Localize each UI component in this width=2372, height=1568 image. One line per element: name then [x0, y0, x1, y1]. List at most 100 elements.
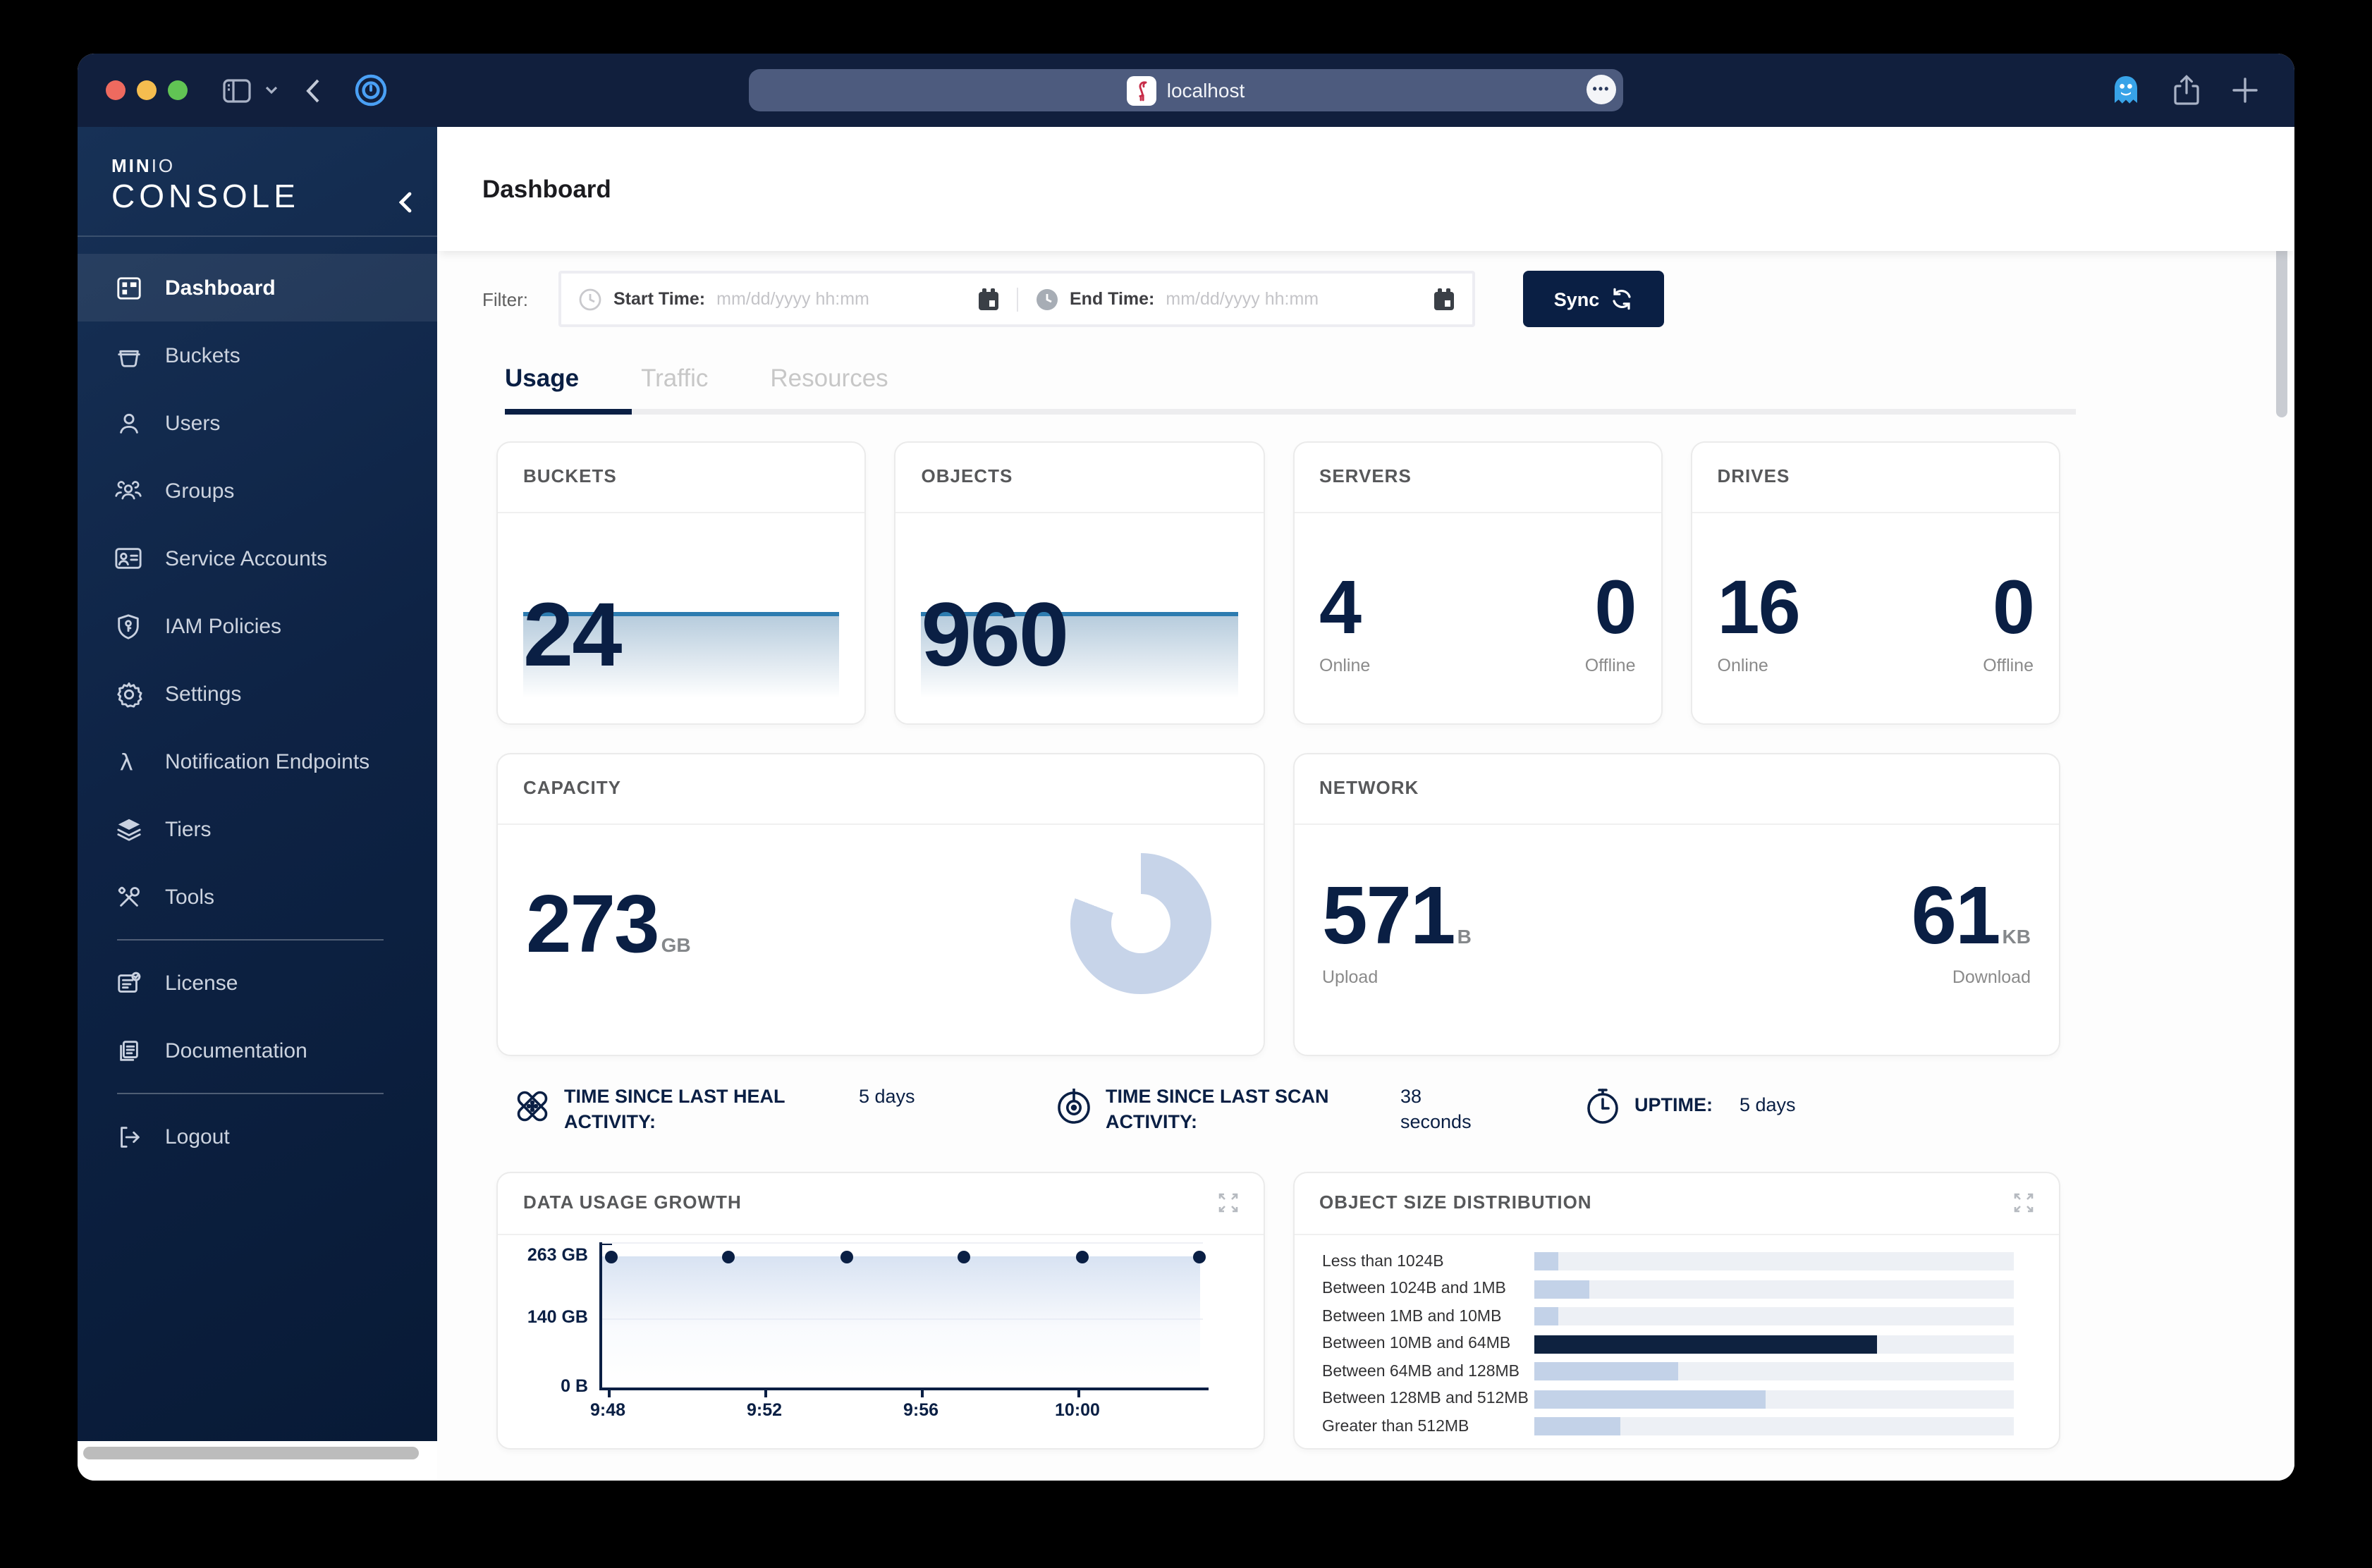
x-axis-label: 9:48: [589, 1400, 626, 1420]
network-upload-unit: B: [1457, 925, 1472, 948]
sync-button[interactable]: Sync: [1523, 271, 1664, 327]
license-icon: [114, 969, 142, 997]
brand-console: CONSOLE: [111, 178, 300, 214]
sidebar-item-dashboard[interactable]: Dashboard: [78, 254, 437, 321]
sidebar-item-service-accounts[interactable]: Service Accounts: [78, 525, 437, 592]
distribution-row-greater-than-512mb: Greater than 512MB: [1322, 1413, 2028, 1440]
start-time-placeholder: mm/dd/yyyy hh:mm: [716, 289, 869, 309]
buckets-card-title: BUCKETS: [523, 465, 617, 486]
filter-bar: Filter: Start Time: mm/dd/yyyy hh:mm: [482, 271, 2294, 327]
bar-track: [1534, 1280, 2013, 1299]
capacity-unit: GB: [661, 933, 691, 956]
heal-icon: [513, 1087, 551, 1125]
sidebar-item-users[interactable]: Users: [78, 389, 437, 457]
logout-icon: [114, 1122, 142, 1151]
data-point-10:00: [1075, 1250, 1088, 1263]
close-window-button[interactable]: [106, 80, 126, 100]
network-upload-value: 571: [1322, 870, 1456, 962]
bar-track: [1534, 1362, 2013, 1381]
tiers-icon: [114, 815, 142, 843]
address-bar[interactable]: localhost •••: [749, 69, 1623, 111]
drives-online-label: Online: [1717, 656, 1768, 675]
expand-icon[interactable]: [2014, 1193, 2034, 1213]
bar-fill: [1534, 1307, 1558, 1326]
y-axis-label: 140 GB: [527, 1306, 588, 1327]
bar-track: [1534, 1390, 2013, 1409]
expand-icon[interactable]: [1218, 1193, 1237, 1213]
share-icon[interactable]: [2173, 75, 2200, 106]
distribution-label: Between 1MB and 10MB: [1322, 1308, 1502, 1325]
tab-usage[interactable]: Usage: [505, 364, 580, 392]
sidebar-collapse-icon[interactable]: [399, 192, 412, 213]
x-axis-label: 9:52: [746, 1400, 783, 1420]
notification-endpoints-icon: λ: [114, 747, 142, 776]
distribution-row-less-than-1024b: Less than 1024B: [1322, 1248, 2028, 1275]
tools-icon: [114, 883, 142, 911]
horizontal-scrollbar-thumb[interactable]: [83, 1447, 419, 1459]
minio-console-logo: MINIO CONSOLE: [78, 127, 437, 237]
browser-window: localhost •••: [78, 54, 2294, 1481]
uptime-icon: [1584, 1087, 1622, 1125]
x-axis-tick: [764, 1390, 767, 1397]
sidebar-item-documentation[interactable]: Documentation: [78, 1017, 437, 1084]
service-accounts-icon: [114, 544, 142, 572]
sidebar-item-label: Service Accounts: [165, 546, 328, 570]
distribution-row-between-10mb-and-64mb: Between 10MB and 64MB: [1322, 1330, 2028, 1358]
site-favicon-flamingo-icon: [1127, 75, 1157, 105]
servers-offline-label: Offline: [1584, 656, 1636, 675]
sidebar-item-notification-endpoints[interactable]: λ Notification Endpoints: [78, 728, 437, 795]
distribution-row-between-1mb-and-10mb: Between 1MB and 10MB: [1322, 1303, 2028, 1330]
page-title: Dashboard: [482, 174, 611, 202]
drives-offline-count: 0: [1992, 565, 2035, 650]
distribution-label: Between 10MB and 64MB: [1322, 1335, 1511, 1353]
sidebar-item-settings[interactable]: Settings: [78, 660, 437, 728]
bar-fill: [1534, 1362, 1677, 1381]
distribution-row-between-64mb-and-128mb: Between 64MB and 128MB: [1322, 1358, 2028, 1385]
x-axis-tick: [608, 1390, 611, 1397]
sidebar-item-license[interactable]: License: [78, 949, 437, 1017]
bar-fill: [1534, 1390, 1766, 1409]
buckets-count: 24: [523, 584, 622, 685]
calendar-icon[interactable]: [977, 287, 999, 311]
stat-label: TIME SINCE LAST SCAN ACTIVITY:: [1106, 1086, 1329, 1132]
stat-label: UPTIME:: [1634, 1094, 1713, 1115]
sidebar-item-tiers[interactable]: Tiers: [78, 795, 437, 863]
sidebar-toggle-icon[interactable]: [223, 78, 251, 102]
data-point-10:03: [1193, 1250, 1206, 1263]
zoom-window-button[interactable]: [168, 80, 188, 100]
start-time-field[interactable]: Start Time: mm/dd/yyyy hh:mm: [561, 287, 1016, 311]
data-point-9:48: [604, 1250, 617, 1263]
sidebar-item-iam-policies[interactable]: IAM Policies: [78, 592, 437, 660]
chevron-down-icon[interactable]: [265, 86, 278, 94]
sidebar-item-label: Groups: [165, 479, 235, 503]
network-card: NETWORK 571 B Upload 61 KB Download: [1292, 753, 2060, 1056]
distribution-label: Between 1024B and 1MB: [1322, 1280, 1506, 1298]
sidebar-item-tools[interactable]: Tools: [78, 863, 437, 931]
browser-titlebar: localhost •••: [78, 54, 2294, 127]
sidebar-item-label: Logout: [165, 1125, 230, 1149]
calendar-icon[interactable]: [1433, 287, 1455, 311]
users-icon: [114, 409, 142, 437]
servers-online-count: 4: [1319, 565, 1362, 650]
capacity-card: CAPACITY 273 GB: [496, 753, 1264, 1056]
end-time-field[interactable]: End Time: mm/dd/yyyy hh:mm: [1016, 287, 1472, 311]
distribution-label: Greater than 512MB: [1322, 1418, 1469, 1435]
sidebar-item-groups[interactable]: Groups: [78, 457, 437, 525]
sidebar-item-logout[interactable]: Logout: [78, 1103, 437, 1170]
brand-min: MIN: [111, 155, 152, 176]
minimize-window-button[interactable]: [137, 80, 157, 100]
tab-resources[interactable]: Resources: [770, 364, 888, 392]
back-button-icon[interactable]: [306, 78, 320, 102]
objects-card: OBJECTS 960: [894, 441, 1264, 725]
sidebar-item-label: Notification Endpoints: [165, 749, 370, 773]
x-axis: [599, 1388, 1209, 1390]
ghostery-extension-icon[interactable]: [2111, 74, 2141, 106]
page-options-button[interactable]: •••: [1587, 75, 1616, 104]
new-tab-icon[interactable]: [2232, 78, 2258, 103]
onepassword-extension-icon[interactable]: [354, 73, 388, 107]
sidebar-item-buckets[interactable]: Buckets: [78, 321, 437, 389]
sidebar-divider: [117, 1093, 384, 1094]
tab-traffic[interactable]: Traffic: [641, 364, 709, 392]
drives-offline-label: Offline: [1983, 656, 2034, 675]
sidebar-divider: [117, 939, 384, 941]
